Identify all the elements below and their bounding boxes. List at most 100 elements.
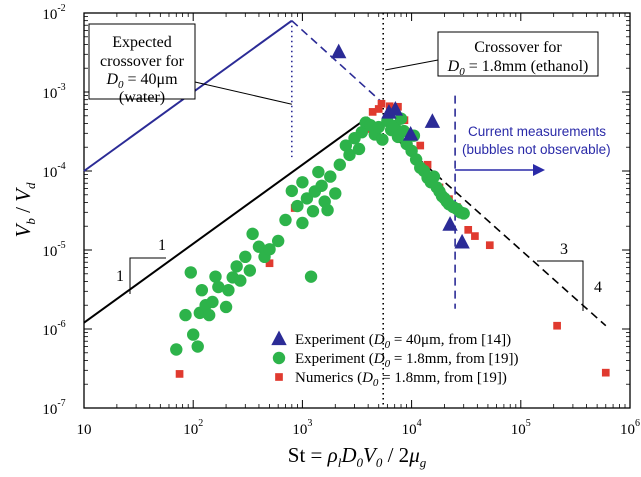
x-label-part: St =	[288, 443, 328, 467]
data-point-circle	[271, 234, 285, 248]
data-point-circle	[195, 283, 209, 297]
y-label-part: /	[11, 202, 35, 218]
y-tick-label: 10-3	[42, 82, 65, 102]
legend-symbol: D	[361, 370, 373, 386]
slope-label: 1	[158, 237, 166, 254]
data-point-circle	[252, 240, 266, 253]
data-point-square	[423, 160, 432, 169]
data-point-circle	[263, 243, 276, 256]
x-tick-base: 10	[402, 422, 417, 438]
data-point-circle	[321, 203, 334, 217]
y-tick-base: 10	[42, 402, 57, 418]
y-tick-exponent: -2	[57, 3, 65, 14]
x-label-part: 0	[376, 455, 383, 470]
data-point-circle	[355, 125, 369, 139]
x-tick-label: 104	[402, 418, 422, 438]
data-point-square	[553, 321, 561, 330]
current-measurements-label: (bubbles not observable)	[462, 142, 611, 157]
data-points	[170, 43, 610, 378]
y-tick-label: 10-6	[42, 319, 65, 339]
y-label-part: V	[11, 187, 35, 202]
data-point-circle	[324, 170, 337, 183]
data-point-circle	[376, 133, 389, 146]
slope-minus-3-4-line	[386, 130, 607, 327]
x-tick-base: 10	[511, 422, 526, 438]
data-point-circle	[306, 204, 320, 218]
legend-suffix: = 1.8mm, from [19])	[390, 351, 518, 367]
data-point-circle	[209, 270, 222, 283]
x-tick-exponent: 2	[198, 418, 203, 429]
data-point-circle	[184, 266, 197, 279]
water-box-line: (water)	[119, 89, 165, 106]
x-label-part: 0	[357, 455, 364, 470]
data-point-square	[601, 368, 610, 377]
data-point-circle	[279, 213, 292, 227]
data-point-square	[471, 232, 479, 240]
data-point-circle	[219, 300, 233, 314]
y-axis-label: Vb / Vd	[11, 182, 38, 238]
legend-entry: Experiment (D0 = 1.8mm, from [19])	[295, 351, 519, 370]
data-point-circle	[202, 308, 216, 322]
data-point-triangle	[402, 126, 419, 141]
legend-marker-square	[275, 373, 283, 381]
axis-ticks: 10 102 103 104 105 10610-710-610-510-410-310-…	[42, 3, 640, 438]
y-tick-base: 10	[42, 165, 57, 181]
x-tick-label: 106	[620, 418, 640, 438]
data-point-circle	[179, 308, 192, 322]
slope-label: 3	[560, 241, 568, 258]
water-box-symbol: D	[105, 71, 118, 88]
data-point-square	[265, 259, 274, 268]
axis-labels: St = ρlD0V0 / 2μg Vb / Vd	[11, 182, 427, 470]
data-point-circle	[312, 165, 325, 179]
data-point-circle	[339, 139, 353, 152]
slope-1-line	[83, 116, 369, 324]
legend-prefix: Numerics (	[295, 370, 362, 386]
slope-triangle-left	[129, 257, 166, 294]
legend-prefix: Experiment (	[295, 332, 374, 348]
ethanol-box-pointer	[385, 59, 439, 71]
data-point-circle	[243, 264, 257, 277]
ethanol-crossover-box	[437, 31, 599, 77]
data-point-triangle	[442, 216, 458, 231]
ethanol-box-line: Crossover for	[474, 39, 562, 56]
y-tick-base: 10	[42, 323, 57, 339]
x-tick-exponent: 3	[307, 418, 312, 429]
data-point-circle	[285, 184, 299, 198]
data-point-square	[175, 370, 184, 378]
slope-triangle-right	[537, 260, 584, 311]
water-box-line: Expected	[112, 34, 172, 51]
water-box-pointer	[194, 81, 292, 105]
x-tick-exponent: 6	[635, 418, 640, 429]
y-tick-exponent: -7	[57, 398, 65, 409]
data-point-triangle	[454, 233, 470, 249]
data-point-circle	[291, 199, 304, 213]
data-point-circle	[230, 260, 243, 273]
data-point-circle	[234, 274, 247, 287]
y-label-part: b	[23, 218, 38, 225]
x-tick-base: 10	[77, 422, 92, 438]
legend-marker-triangle	[271, 330, 287, 346]
data-point-triangle	[331, 43, 347, 59]
slope-label: 4	[594, 279, 602, 296]
plot-frame	[83, 12, 631, 409]
x-tick-exponent: 4	[417, 418, 422, 429]
legend-entry: Numerics (D0 = 1.8mm, from [19])	[295, 370, 507, 389]
data-point-circle	[457, 207, 470, 220]
x-label-part: l	[338, 455, 342, 470]
x-tick-label: 10	[77, 422, 92, 438]
y-tick-base: 10	[42, 244, 57, 260]
legend-prefix: Experiment (	[295, 351, 374, 367]
data-point-square	[377, 99, 386, 108]
water-crossover-box	[88, 23, 196, 100]
current-measurements-label: Current measurements	[468, 124, 606, 139]
x-axis-label: St = ρlD0V0 / 2μg	[288, 443, 427, 470]
data-point-circle	[206, 295, 219, 309]
data-point-circle	[212, 280, 225, 294]
x-tick-label: 102	[183, 418, 203, 438]
x-label-part: D	[340, 443, 356, 467]
x-label-part: / 2	[382, 443, 409, 467]
water-box-value: = 40μm	[124, 71, 179, 88]
ethanol-box-subscript: 0	[459, 66, 465, 78]
y-tick-exponent: -3	[57, 82, 65, 93]
ethanol-box-line: D0 = 1.8mm (ethanol)	[447, 58, 589, 78]
